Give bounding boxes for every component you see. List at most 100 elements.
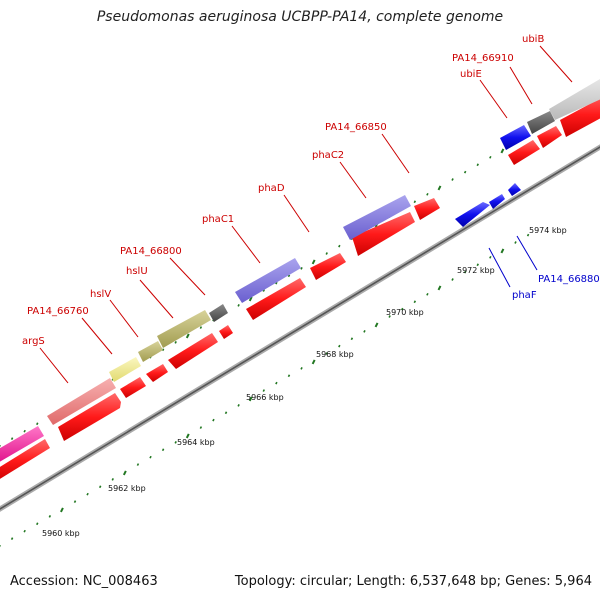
- lower-tick: [514, 241, 517, 244]
- gene-arrow-forward[interactable]: [146, 364, 168, 382]
- lower-tick: [86, 492, 89, 496]
- lower-tick: [311, 359, 316, 365]
- gene-arrow-forward[interactable]: [310, 253, 346, 280]
- gene-arrow-small-blue[interactable]: [508, 183, 521, 196]
- lower-tick: [185, 433, 190, 439]
- gene-arrow-forward[interactable]: [168, 333, 218, 369]
- lower-tick: [199, 426, 203, 429]
- gene-label[interactable]: PA14_66760: [27, 306, 89, 317]
- lower-tick: [463, 270, 467, 274]
- kbp-label: 5964 kbp: [177, 438, 215, 447]
- gene-label[interactable]: PA14_66800: [120, 246, 182, 257]
- gene-label[interactable]: ubiE: [460, 69, 482, 80]
- lower-tick: [451, 278, 454, 281]
- upper-tick: [500, 148, 505, 154]
- upper-tick: [463, 170, 467, 174]
- kbp-label: 5970 kbp: [386, 308, 424, 317]
- gene-arrow-forward[interactable]: [120, 377, 146, 398]
- lower-tick: [300, 366, 303, 370]
- lower-tick: [350, 337, 354, 341]
- lower-tick: [36, 522, 39, 526]
- upper-tick: [199, 326, 203, 329]
- gene-arrow-forward[interactable]: [414, 198, 440, 220]
- lower-tick: [136, 463, 140, 466]
- kbp-label: 5960 kbp: [42, 529, 80, 538]
- lower-tick: [426, 292, 429, 296]
- page-title: Pseudomonas aeruginosa UCBPP-PA14, compl…: [96, 9, 504, 25]
- gene-arrow-forward[interactable]: [352, 212, 415, 256]
- lower-tick: [224, 411, 228, 415]
- gene-arrow-forward[interactable]: [0, 439, 50, 482]
- upper-tick: [248, 296, 253, 302]
- genome-backbone: [0, 144, 600, 512]
- kbp-label: 5966 kbp: [246, 393, 284, 402]
- gene-label[interactable]: PA14_66910: [452, 53, 514, 64]
- upper-tick: [262, 289, 266, 292]
- lower-tick: [149, 455, 152, 459]
- upper-tick: [237, 304, 240, 307]
- lower-tick: [374, 322, 379, 328]
- upper-tick: [23, 429, 26, 433]
- lower-tick: [161, 448, 165, 452]
- lower-tick: [363, 329, 366, 333]
- gene-arrow-PA14-66880[interactable]: [489, 194, 505, 209]
- gene-label[interactable]: argS: [22, 336, 45, 347]
- lower-tick: [287, 374, 291, 378]
- tick-rows: [0, 133, 530, 548]
- upper-tick: [287, 274, 291, 278]
- upper-tick: [338, 244, 341, 248]
- upper-tick: [451, 178, 454, 181]
- reverse-genes: [455, 183, 521, 227]
- upper-tick: [174, 341, 177, 344]
- lower-tick: [174, 441, 177, 444]
- upper-tick: [36, 422, 39, 426]
- gene-label[interactable]: phaD: [258, 183, 285, 194]
- lower-tick: [413, 300, 417, 304]
- genome-info-text: Topology: circular; Length: 6,537,648 bp…: [234, 574, 592, 589]
- lower-tick: [489, 255, 492, 259]
- lower-tick: [73, 500, 77, 503]
- gene-label[interactable]: phaF: [512, 290, 537, 301]
- lower-tick: [325, 352, 328, 355]
- gene-arrow-forward[interactable]: [537, 126, 562, 148]
- upper-tick: [325, 252, 328, 255]
- lower-tick: [237, 404, 240, 407]
- gene-arrow-phaF[interactable]: [455, 202, 490, 227]
- gene-arrow-forward[interactable]: [219, 325, 233, 339]
- lower-tick: [10, 537, 14, 540]
- gene-label[interactable]: hslU: [126, 266, 148, 277]
- kbp-label: 5972 kbp: [457, 266, 495, 275]
- lower-tick: [122, 470, 127, 476]
- upper-tick: [10, 437, 14, 440]
- kbp-label: 5962 kbp: [108, 484, 146, 493]
- lower-tick: [388, 315, 391, 318]
- upper-tick: [437, 185, 442, 191]
- gene-arrow-forward[interactable]: [508, 140, 540, 165]
- forward-genes: [0, 92, 600, 482]
- feature-boxes: [0, 79, 600, 462]
- gene-arrow-forward[interactable]: [246, 278, 306, 320]
- upper-tick: [311, 259, 316, 265]
- upper-tick: [275, 281, 278, 285]
- lower-tick: [437, 285, 442, 291]
- gene-label[interactable]: PA14_66850: [325, 122, 387, 133]
- gene-labels: argS PA14_66760 hslV hslU PA14_66800 pha…: [22, 34, 600, 347]
- lower-tick: [212, 418, 215, 422]
- kbp-label: 5974 kbp: [529, 226, 567, 235]
- gene-arrow-forward[interactable]: [560, 92, 600, 137]
- gene-label[interactable]: hslV: [90, 289, 111, 300]
- gene-arrow-forward[interactable]: [58, 393, 121, 441]
- gene-label[interactable]: ubiB: [522, 34, 544, 45]
- lower-tick: [48, 515, 52, 518]
- gene-label[interactable]: phaC2: [312, 150, 344, 161]
- gene-label[interactable]: PA14_66880: [538, 274, 600, 285]
- lower-tick: [338, 344, 341, 348]
- upper-tick: [413, 200, 417, 204]
- gene-label[interactable]: phaC1: [202, 214, 234, 225]
- genome-map: argS PA14_66760 hslV hslU PA14_66800 pha…: [0, 34, 600, 548]
- kbp-label: 5968 kbp: [316, 350, 354, 359]
- kbp-labels: 5960 kbp 5962 kbp 5964 kbp 5966 kbp 5968…: [42, 226, 567, 538]
- lower-tick: [500, 248, 505, 254]
- lower-tick: [401, 307, 404, 311]
- upper-tick: [476, 163, 479, 167]
